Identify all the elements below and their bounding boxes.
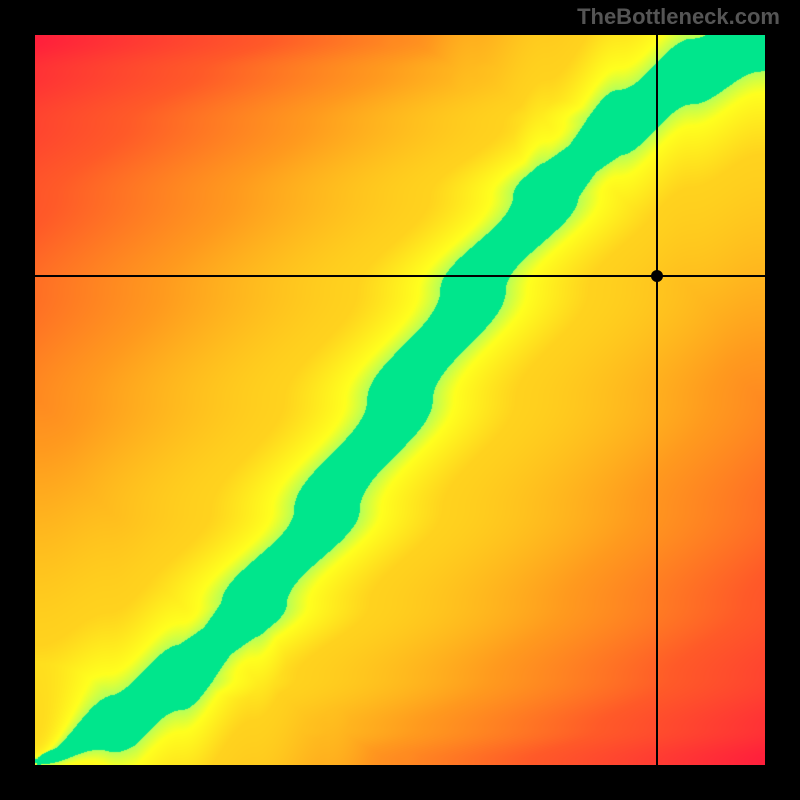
- crosshair-vertical: [656, 35, 658, 765]
- chart-container: TheBottleneck.com: [0, 0, 800, 800]
- crosshair-marker: [651, 270, 663, 282]
- heatmap-plot: [35, 35, 765, 765]
- attribution-text: TheBottleneck.com: [577, 4, 780, 30]
